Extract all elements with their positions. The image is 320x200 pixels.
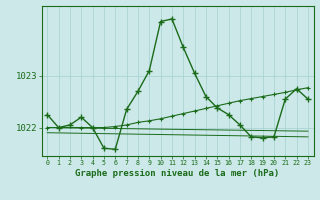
X-axis label: Graphe pression niveau de la mer (hPa): Graphe pression niveau de la mer (hPa) [76,169,280,178]
